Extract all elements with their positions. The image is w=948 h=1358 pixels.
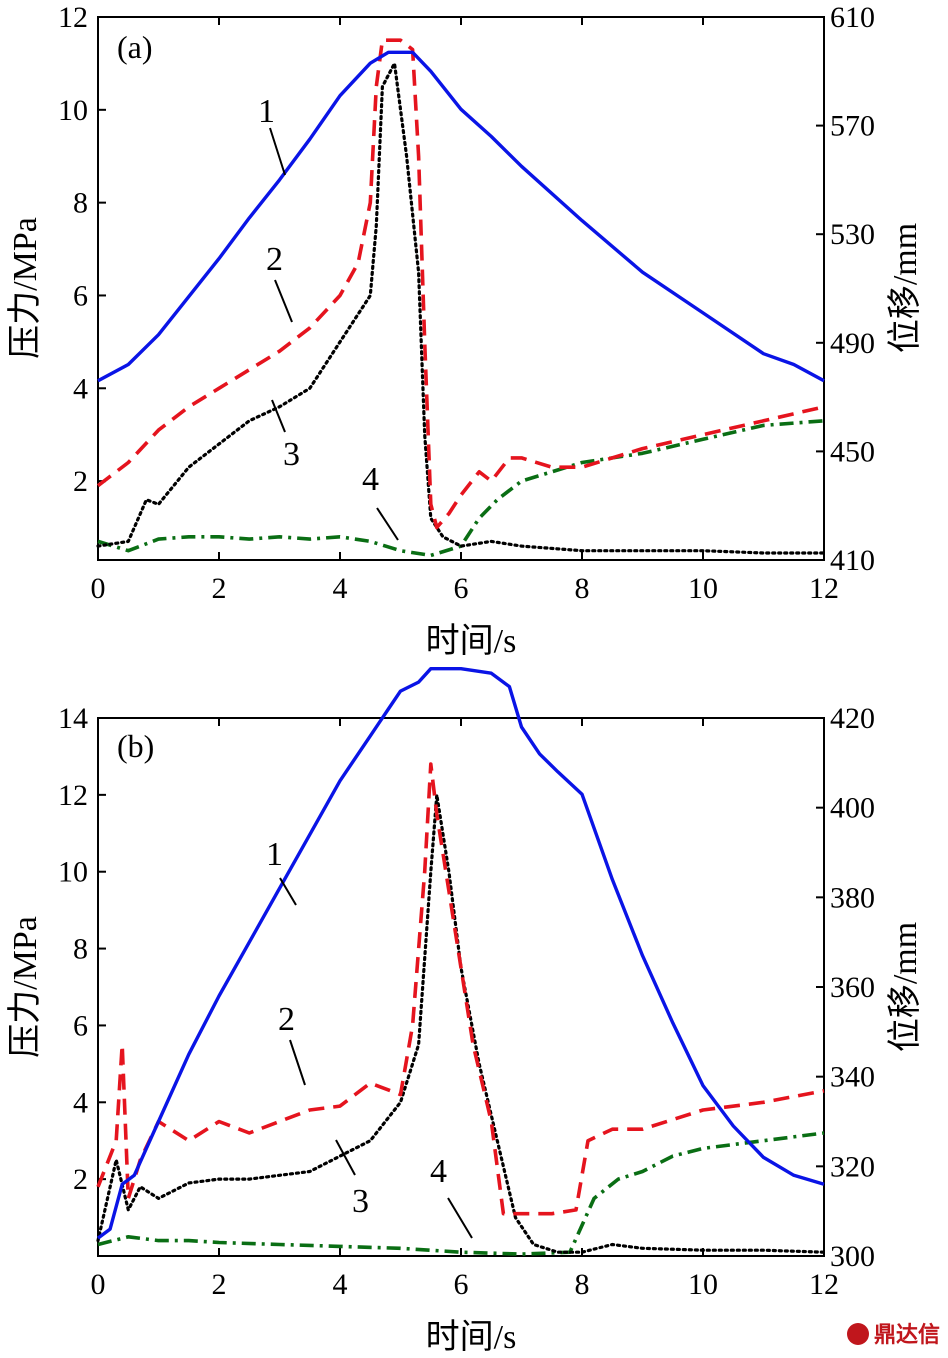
y-left-tick-label: 12 — [58, 1, 88, 34]
x-axis-label: 时间/s — [426, 1319, 517, 1356]
y-left-tick-label: 10 — [58, 94, 88, 127]
y-left-tick-labels: 2 4 6 8 10 12 14 — [58, 702, 88, 1196]
tick-marks — [97, 717, 825, 1257]
y-right-tick-label: 610 — [830, 1, 875, 34]
panel-label: (b) — [117, 728, 154, 764]
y-right-axis-label: 位移/mm — [886, 922, 924, 1052]
x-tick-label: 10 — [688, 572, 718, 605]
series-group — [96, 38, 826, 558]
series-group — [96, 667, 826, 1256]
watermark: 鼎达信 — [847, 1322, 940, 1348]
annotation-leader-3 — [271, 399, 286, 433]
y-left-tick-label: 2 — [73, 465, 88, 498]
x-tick-label: 0 — [91, 572, 106, 605]
y-left-tick-labels: 2 4 6 8 10 12 — [58, 1, 88, 498]
y-right-tick-labels: 410 450 490 530 570 610 — [830, 1, 875, 577]
y-right-tick-labels: 300 320 340 360 380 400 420 — [830, 702, 875, 1273]
annotation-3: 3 — [283, 436, 300, 473]
watermark-text: 鼎达信 — [874, 1322, 940, 1348]
x-tick-label: 10 — [688, 1268, 718, 1301]
annotation-leader-4 — [376, 507, 399, 541]
y-left-tick-label: 4 — [73, 1086, 88, 1119]
y-right-tick-label: 300 — [830, 1240, 875, 1273]
series-line-2 — [96, 762, 825, 1216]
x-tick-label: 4 — [333, 572, 348, 605]
y-right-tick-label: 410 — [830, 544, 875, 577]
y-left-tick-label: 12 — [58, 779, 88, 812]
x-tick-label: 8 — [575, 572, 590, 605]
y-left-axis-label: 压力/MPa — [6, 217, 44, 359]
series-line-1 — [97, 50, 825, 383]
y-left-axis-label: 压力/MPa — [6, 916, 44, 1058]
x-tick-label: 2 — [212, 1268, 227, 1301]
x-tick-label: 6 — [454, 1268, 469, 1301]
watermark-logo-icon — [847, 1323, 869, 1345]
tick-marks — [97, 16, 825, 561]
x-tick-label: 0 — [91, 1268, 106, 1301]
x-tick-label: 12 — [809, 572, 839, 605]
y-right-tick-label: 420 — [830, 702, 875, 735]
annotation-leader-1 — [269, 127, 286, 176]
x-tick-labels: 0 2 4 6 8 10 12 — [91, 1268, 840, 1301]
y-right-tick-label: 380 — [830, 881, 875, 914]
x-axis-label: 时间/s — [426, 623, 517, 660]
x-tick-label: 12 — [809, 1268, 839, 1301]
series-line-2 — [96, 38, 825, 530]
x-tick-label: 2 — [212, 572, 227, 605]
y-left-tick-label: 6 — [73, 279, 88, 312]
series-line-3 — [96, 793, 826, 1254]
y-right-tick-label: 360 — [830, 971, 875, 1004]
x-tick-label: 4 — [333, 1268, 348, 1301]
annotation-4: 4 — [430, 1153, 447, 1190]
annotation-3: 3 — [352, 1183, 369, 1220]
annotation-leader-3 — [335, 1139, 356, 1176]
annotation-1: 1 — [258, 93, 275, 130]
annotation-4: 4 — [362, 461, 379, 498]
series-line-4 — [97, 419, 825, 558]
y-right-tick-label: 530 — [830, 218, 875, 251]
y-left-tick-label: 2 — [73, 1163, 88, 1196]
x-tick-label: 8 — [575, 1268, 590, 1301]
series-line-1 — [96, 667, 825, 1240]
panel-label: (a) — [117, 29, 153, 65]
y-left-tick-label: 4 — [73, 372, 88, 405]
y-left-tick-label: 14 — [58, 702, 88, 735]
annotation-leader-1 — [279, 877, 297, 906]
y-right-tick-label: 320 — [830, 1150, 875, 1183]
x-tick-label: 6 — [454, 572, 469, 605]
plot-area-frame — [97, 16, 825, 561]
annotation-2: 2 — [266, 241, 283, 278]
y-right-tick-label: 490 — [830, 327, 875, 360]
y-right-axis-label: 位移/mm — [886, 223, 924, 353]
annotation-leader-2 — [289, 1039, 306, 1086]
y-right-tick-label: 570 — [830, 110, 875, 143]
series-line-3 — [96, 61, 826, 555]
y-left-tick-label: 10 — [58, 856, 88, 889]
annotation-leader-4 — [447, 1197, 473, 1239]
series-line-4 — [97, 1131, 825, 1256]
y-right-tick-label: 450 — [830, 435, 875, 468]
annotation-leader-2 — [274, 279, 293, 323]
x-tick-labels: 0 2 4 6 8 10 12 — [91, 572, 840, 605]
y-left-tick-label: 6 — [73, 1009, 88, 1042]
y-left-tick-label: 8 — [73, 933, 88, 966]
plot-area-frame — [97, 717, 825, 1257]
annotation-1: 1 — [266, 836, 283, 873]
annotation-2: 2 — [278, 1001, 295, 1038]
y-right-tick-label: 400 — [830, 792, 875, 825]
y-left-tick-label: 8 — [73, 187, 88, 220]
y-right-tick-label: 340 — [830, 1061, 875, 1094]
